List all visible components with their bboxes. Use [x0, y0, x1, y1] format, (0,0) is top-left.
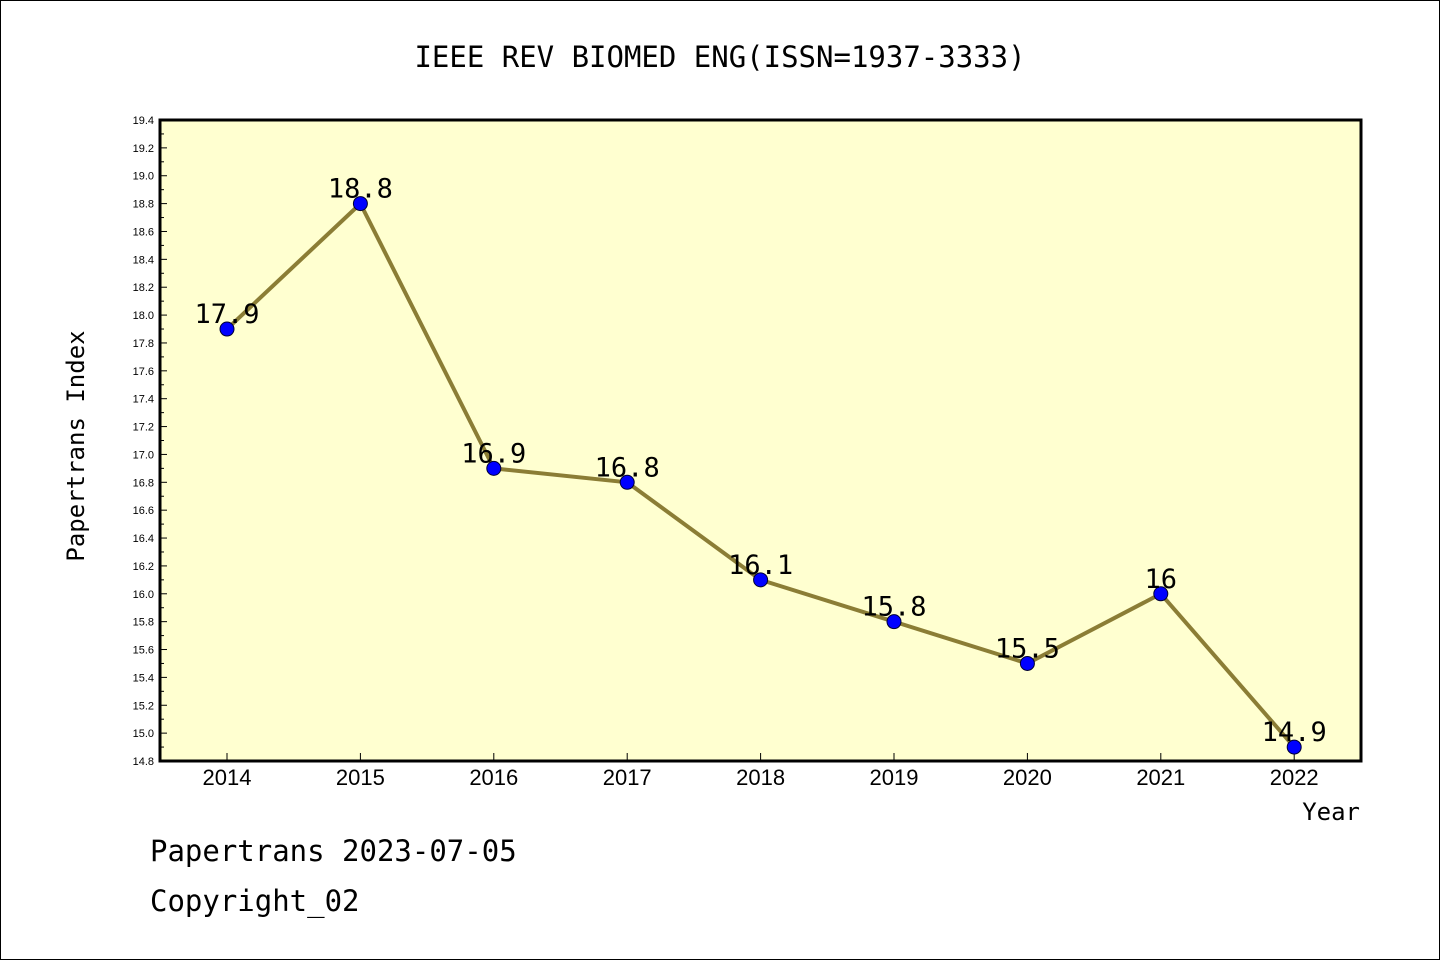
y-tick-label: 16.0: [133, 589, 154, 601]
y-tick-label: 18.6: [133, 226, 154, 238]
plot-area: [158, 118, 1363, 763]
data-label: 16.9: [461, 438, 526, 469]
footer-copyright: Copyright_02: [150, 884, 360, 918]
data-point: [486, 460, 502, 476]
data-point: [753, 572, 769, 588]
y-axis: 14.8 15.0 15.2 15.4 15.6 15.8 16.0 16.2 16.4 16.6…: [133, 115, 167, 768]
data-label: 15.5: [995, 633, 1060, 664]
x-tick-label: 2022: [1270, 765, 1319, 790]
data-point: [352, 196, 368, 212]
y-tick-label: 15.4: [133, 672, 154, 684]
y-tick-label: 16.2: [133, 561, 154, 573]
x-axis: 2014 2015 2016 2017 2018 2019 2020 2021 2022: [203, 753, 1319, 790]
x-tick-label: 2016: [469, 765, 518, 790]
data-point: [1286, 739, 1302, 755]
x-tick-label: 2017: [603, 765, 652, 790]
x-tick-label: 2020: [1003, 765, 1052, 790]
y-tick-label: 18.4: [133, 254, 154, 266]
y-tick-label: 14.8: [133, 756, 154, 768]
y-tick-label: 18.2: [133, 282, 154, 294]
data-point: [619, 474, 635, 490]
y-tick-label: 17.4: [133, 394, 154, 406]
data-label: 16.1: [728, 550, 793, 581]
data-label: 17.9: [194, 299, 259, 330]
y-tick-label: 19.0: [133, 171, 154, 183]
data-label: 16.8: [595, 452, 660, 483]
y-axis-label: Papertrans Index: [62, 330, 90, 561]
data-label: 18.8: [328, 174, 393, 205]
x-tick-label: 2019: [870, 765, 919, 790]
data-point: [1153, 586, 1169, 602]
data-label: 15.8: [861, 592, 926, 623]
data-label: 16: [1145, 564, 1178, 595]
y-tick-label: 17.8: [133, 338, 154, 350]
y-tick-label: 19.2: [133, 143, 154, 155]
y-tick-label: 16.8: [133, 477, 154, 489]
x-axis-label: Year: [1302, 798, 1360, 826]
y-tick-label: 16.6: [133, 505, 154, 517]
x-tick-label: 2018: [736, 765, 785, 790]
y-tick-label: 15.0: [133, 728, 154, 740]
y-tick-label: 19.4: [133, 115, 154, 127]
data-label: 14.9: [1262, 717, 1327, 748]
chart-title: IEEE REV BIOMED ENG(ISSN=1937-3333): [414, 40, 1025, 74]
y-tick-label: 15.6: [133, 645, 154, 657]
y-tick-label: 15.8: [133, 617, 154, 629]
y-tick-label: 17.6: [133, 366, 154, 378]
y-tick-label: 16.4: [133, 533, 154, 545]
y-tick-label: 18.0: [133, 310, 154, 322]
y-tick-label: 17.0: [133, 449, 154, 461]
data-point: [886, 614, 902, 630]
data-point: [219, 321, 235, 337]
x-tick-label: 2015: [336, 765, 385, 790]
x-tick-label: 2021: [1136, 765, 1185, 790]
y-tick-label: 17.2: [133, 422, 154, 434]
data-point: [1019, 655, 1035, 671]
y-tick-label: 18.8: [133, 199, 154, 211]
y-tick-label: 15.2: [133, 700, 154, 712]
x-tick-label: 2014: [203, 765, 252, 790]
series-layer: 17.9 18.8 16.9 16.8 16.1 15.8 15.5 16 14.9: [194, 174, 1327, 755]
footer-date: Papertrans 2023-07-05: [150, 834, 517, 868]
